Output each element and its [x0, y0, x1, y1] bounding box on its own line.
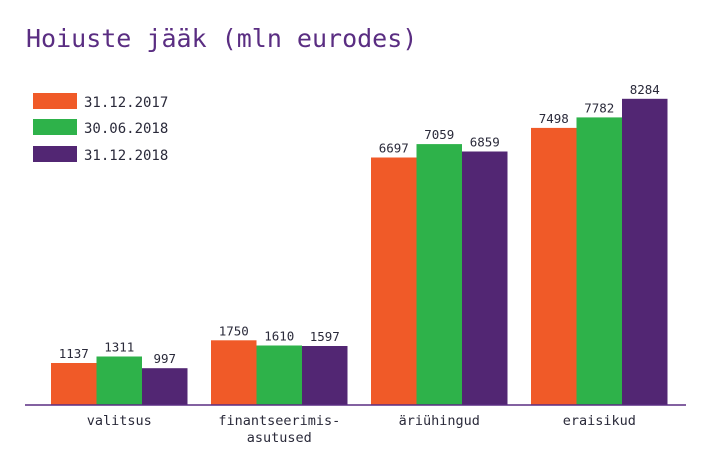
bar [462, 151, 508, 405]
data-label: 1311 [104, 340, 134, 355]
bar [531, 127, 577, 406]
data-label: 1597 [310, 329, 340, 344]
bar [51, 363, 97, 405]
data-label: 1610 [264, 329, 294, 344]
bar [211, 340, 257, 405]
legend-item: 31.12.2017 [33, 93, 168, 111]
data-label: 7059 [424, 127, 454, 142]
category-label: äriühingud [399, 413, 480, 429]
bar [302, 346, 348, 405]
legend-swatch-2 [33, 146, 77, 162]
data-label: 997 [154, 351, 177, 366]
category-label: eraisikud [563, 413, 636, 429]
bar [142, 368, 188, 405]
legend-label-1: 30.06.2018 [84, 121, 168, 137]
legend: 31.12.2017 30.06.2018 31.12.2018 [33, 93, 168, 164]
data-label: 7782 [584, 100, 614, 115]
data-label: 1137 [59, 346, 89, 361]
bar [256, 345, 302, 405]
bar [576, 117, 622, 406]
plot-area: 1137 1311 997 valitsus 1750 1610 1597 finantsee… [51, 82, 668, 446]
bar [96, 356, 142, 405]
legend-label-0: 31.12.2017 [84, 95, 168, 111]
legend-swatch-0 [33, 93, 77, 109]
legend-item: 31.12.2018 [33, 146, 168, 164]
data-label: 1750 [219, 323, 249, 338]
legend-label-2: 31.12.2018 [84, 148, 168, 164]
bar [622, 98, 668, 406]
bar [416, 144, 462, 405]
legend-swatch-1 [33, 119, 77, 135]
data-label: 6697 [379, 141, 409, 156]
data-label: 6859 [470, 135, 500, 150]
data-label: 7498 [539, 111, 569, 126]
category-label: valitsus [87, 413, 152, 429]
chart-title: Hoiuste jääk (mln eurodes) [26, 24, 417, 53]
data-label: 8284 [630, 82, 660, 97]
legend-item: 30.06.2018 [33, 119, 168, 137]
bar [371, 157, 417, 405]
category-label: finantseerimis-asutused [218, 413, 340, 446]
